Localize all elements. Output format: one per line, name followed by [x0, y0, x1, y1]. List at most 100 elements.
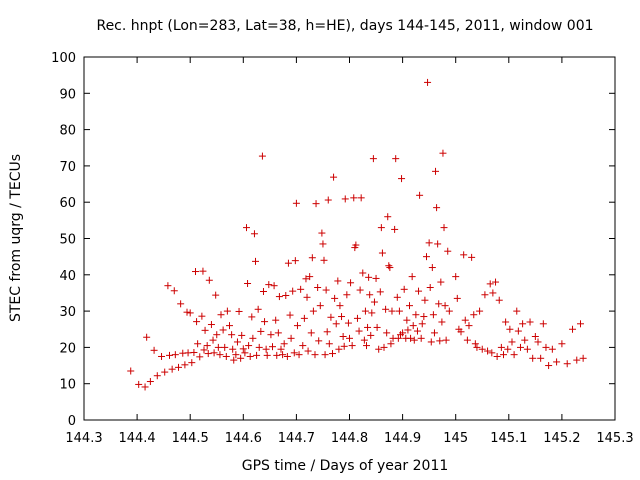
y-tick-label: 80 [59, 124, 76, 139]
data-point [539, 320, 547, 328]
data-point [408, 273, 416, 281]
data-point [410, 336, 418, 344]
data-point [190, 348, 198, 356]
data-point [502, 318, 510, 326]
data-point [380, 343, 388, 351]
data-point [238, 331, 246, 339]
data-point [252, 257, 260, 265]
data-point [239, 345, 247, 353]
data-point [348, 342, 356, 350]
data-point [463, 336, 471, 344]
data-point [368, 309, 376, 317]
data-point [258, 152, 266, 160]
x-tick-label: 144.9 [384, 431, 421, 446]
data-point [403, 316, 411, 324]
data-point [210, 349, 218, 357]
data-point [404, 326, 412, 334]
data-point [286, 311, 294, 319]
data-point [573, 356, 581, 364]
data-point [399, 329, 407, 337]
data-point [461, 316, 469, 324]
x-tick-label: 144.8 [331, 431, 368, 446]
data-point [329, 350, 337, 358]
data-point [435, 300, 443, 308]
data-point [444, 247, 452, 255]
data-point [336, 302, 344, 310]
data-point [473, 343, 481, 351]
data-series [127, 78, 587, 391]
data-point [391, 225, 399, 233]
data-point [415, 287, 423, 295]
data-point [346, 334, 353, 342]
data-point [282, 291, 290, 299]
data-point [158, 352, 166, 360]
data-point [531, 333, 539, 341]
data-point [207, 321, 215, 329]
data-point [433, 204, 441, 212]
data-point [334, 277, 342, 285]
data-point [384, 213, 392, 221]
data-point [484, 347, 492, 355]
data-point [257, 327, 265, 335]
data-point [508, 338, 516, 346]
data-point [548, 345, 556, 353]
data-point [553, 358, 561, 366]
data-point [254, 305, 262, 313]
data-point [248, 313, 256, 321]
data-point [453, 294, 461, 302]
data-point [150, 346, 158, 354]
data-point [504, 345, 512, 353]
y-tick-label: 90 [59, 87, 76, 102]
data-point [311, 351, 319, 359]
data-point [245, 342, 253, 350]
data-point [558, 340, 566, 348]
data-point [232, 351, 240, 359]
data-point [295, 351, 303, 359]
data-point [283, 352, 291, 360]
data-point [209, 336, 217, 344]
data-point [514, 327, 522, 335]
data-point [432, 167, 440, 175]
data-point [364, 323, 372, 331]
data-point [249, 334, 257, 342]
data-point [274, 329, 282, 337]
data-point [413, 327, 421, 335]
data-point [221, 343, 229, 351]
y-tick-label: 40 [59, 269, 76, 284]
data-point [440, 224, 448, 232]
data-point [365, 273, 373, 281]
data-point [478, 345, 486, 353]
data-point [324, 196, 332, 204]
data-point [421, 296, 429, 304]
data-point [299, 342, 307, 350]
data-point [306, 273, 314, 281]
data-point [168, 365, 176, 373]
data-point [284, 259, 292, 267]
data-point [427, 338, 435, 346]
data-point [196, 353, 204, 361]
x-tick-label: 144.7 [278, 431, 315, 446]
data-point [344, 319, 352, 327]
data-point [214, 343, 222, 351]
data-point [216, 351, 224, 359]
data-point [127, 367, 135, 375]
data-point [394, 334, 402, 342]
data-point [412, 311, 420, 319]
data-point [521, 336, 529, 344]
data-point [523, 345, 531, 353]
data-point [426, 284, 434, 292]
data-point [499, 351, 507, 359]
data-point [497, 343, 505, 351]
data-point [292, 199, 300, 207]
data-point [273, 351, 281, 359]
data-point [437, 278, 445, 286]
x-tick-label: 145 [443, 431, 468, 446]
data-point [194, 340, 202, 348]
data-point [341, 195, 349, 203]
data-point [269, 343, 277, 351]
data-point [315, 337, 323, 345]
data-point [465, 322, 473, 330]
data-point [347, 279, 355, 287]
data-point [300, 314, 308, 322]
